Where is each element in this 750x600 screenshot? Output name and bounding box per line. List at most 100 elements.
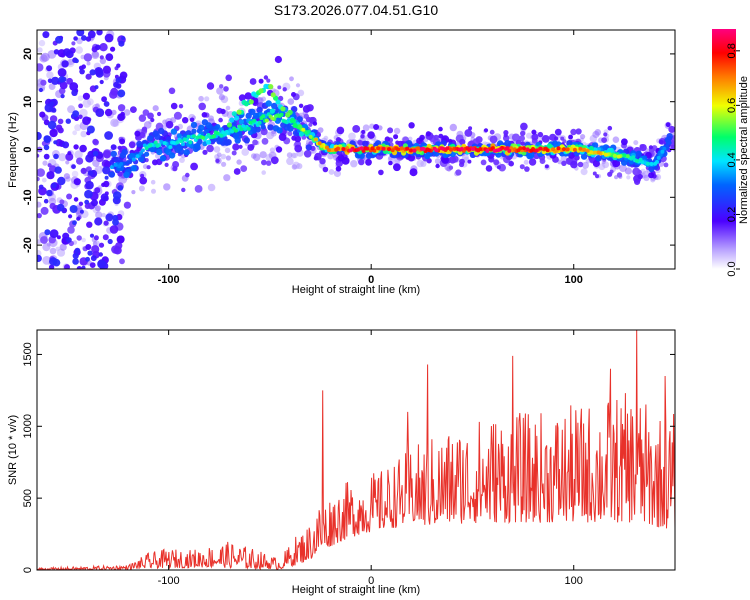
heatmap-cell [474, 147, 479, 152]
heatmap-cell [164, 162, 169, 167]
heatmap-cell [261, 159, 267, 166]
heatmap-cell [118, 40, 125, 47]
heatmap-cell [172, 166, 178, 172]
y-tick-label: 0 [22, 567, 34, 573]
heatmap-cell [130, 165, 137, 172]
heatmap-cell [639, 144, 647, 152]
heatmap-cell [243, 126, 247, 131]
heatmap-cell [72, 258, 79, 265]
heatmap-cell [99, 43, 108, 52]
heatmap-cell [438, 126, 443, 132]
heatmap-cell [350, 160, 358, 168]
heatmap-cell [39, 111, 46, 118]
heatmap-cell [653, 161, 658, 166]
heatmap-cell [268, 84, 274, 90]
heatmap-cell [295, 83, 301, 88]
heatmap-cell [206, 133, 211, 137]
heatmap-cell [204, 96, 210, 102]
heatmap-cell [37, 254, 42, 262]
heatmap-cell [198, 102, 206, 111]
heatmap-cell [648, 172, 655, 179]
heatmap-cell [275, 146, 283, 153]
heatmap-cell [577, 161, 584, 168]
heatmap-cell [104, 175, 109, 180]
heatmap-cell [51, 76, 60, 85]
snr-x-ticks: -100 0 100 [158, 330, 583, 587]
heatmap-cell [643, 174, 650, 182]
heatmap-cell [53, 153, 59, 160]
colorbar-gradient [712, 29, 736, 269]
heatmap-cell [270, 92, 276, 98]
heatmap-cell [445, 146, 450, 151]
heatmap-cell [121, 36, 126, 41]
heatmap-cell [489, 129, 495, 135]
heatmap-cell [165, 148, 172, 155]
heatmap-cell [528, 152, 535, 159]
heatmap-cell [538, 146, 543, 151]
heatmap-cell [297, 89, 305, 97]
heatmap-cell [182, 117, 189, 124]
heatmap-cell [37, 131, 42, 141]
heatmap-cell [151, 188, 156, 194]
heatmap-cell [239, 127, 244, 132]
heatmap-cell [76, 235, 82, 241]
heatmap-cell [95, 44, 101, 51]
heatmap-cell [277, 114, 282, 118]
heatmap-cell [560, 136, 565, 141]
heatmap-cell [89, 233, 95, 238]
heatmap-cell [93, 235, 99, 241]
heatmap-cell [221, 161, 227, 167]
heatmap-cell [582, 161, 589, 169]
heatmap-cell [99, 79, 104, 85]
heatmap-cell [168, 87, 176, 95]
heatmap-cell [341, 147, 346, 151]
heatmap-cell [74, 124, 82, 132]
heatmap-cell [632, 167, 641, 176]
heatmap-cell [201, 135, 206, 140]
heatmap-cell [496, 148, 501, 153]
heatmap-cell [336, 126, 345, 135]
heatmap-cell [464, 129, 473, 137]
heatmap-cell [516, 148, 521, 153]
heatmap-cell [489, 135, 498, 144]
x-tick-label: 100 [565, 274, 583, 286]
heatmap-cell [434, 148, 439, 153]
heatmap-cell [55, 35, 63, 44]
heatmap-cell [65, 152, 74, 161]
heatmap-cell [388, 160, 393, 166]
heatmap-cell [37, 213, 42, 219]
heatmap-cell [261, 170, 267, 175]
heatmap-cell [123, 171, 130, 179]
heatmap-cell [301, 127, 306, 132]
heatmap-cell [126, 160, 131, 164]
heatmap-cell [48, 197, 57, 206]
heatmap-cell [79, 209, 84, 214]
heatmap-cell [291, 92, 296, 97]
heatmap-cell [485, 165, 493, 172]
heatmap-cell [159, 155, 167, 162]
heatmap-cell [162, 141, 167, 146]
heatmap-cell [213, 146, 221, 153]
heatmap-cell [51, 182, 57, 189]
heatmap-cell [286, 152, 293, 159]
heatmap-cell [79, 144, 87, 153]
heatmap-cell [59, 199, 65, 205]
heatmap-cell [157, 111, 162, 117]
heatmap-cell [136, 140, 143, 148]
heatmap-cell [135, 154, 140, 159]
heatmap-cell [511, 133, 520, 142]
heatmap-cell [201, 112, 208, 118]
heatmap-cell [87, 250, 93, 256]
heatmap-cell [105, 53, 114, 61]
heatmap-cell [87, 170, 94, 176]
heatmap-cell [71, 41, 76, 46]
heatmap-cell [110, 118, 119, 128]
heatmap-cell [572, 147, 577, 152]
heatmap-cell [302, 123, 308, 130]
heatmap-cell [243, 137, 250, 144]
heatmap-cell [257, 120, 262, 125]
heatmap-cell [589, 150, 594, 155]
heatmap-cell [63, 173, 70, 180]
heatmap-cell [37, 47, 43, 53]
heatmap-cell [90, 255, 97, 262]
